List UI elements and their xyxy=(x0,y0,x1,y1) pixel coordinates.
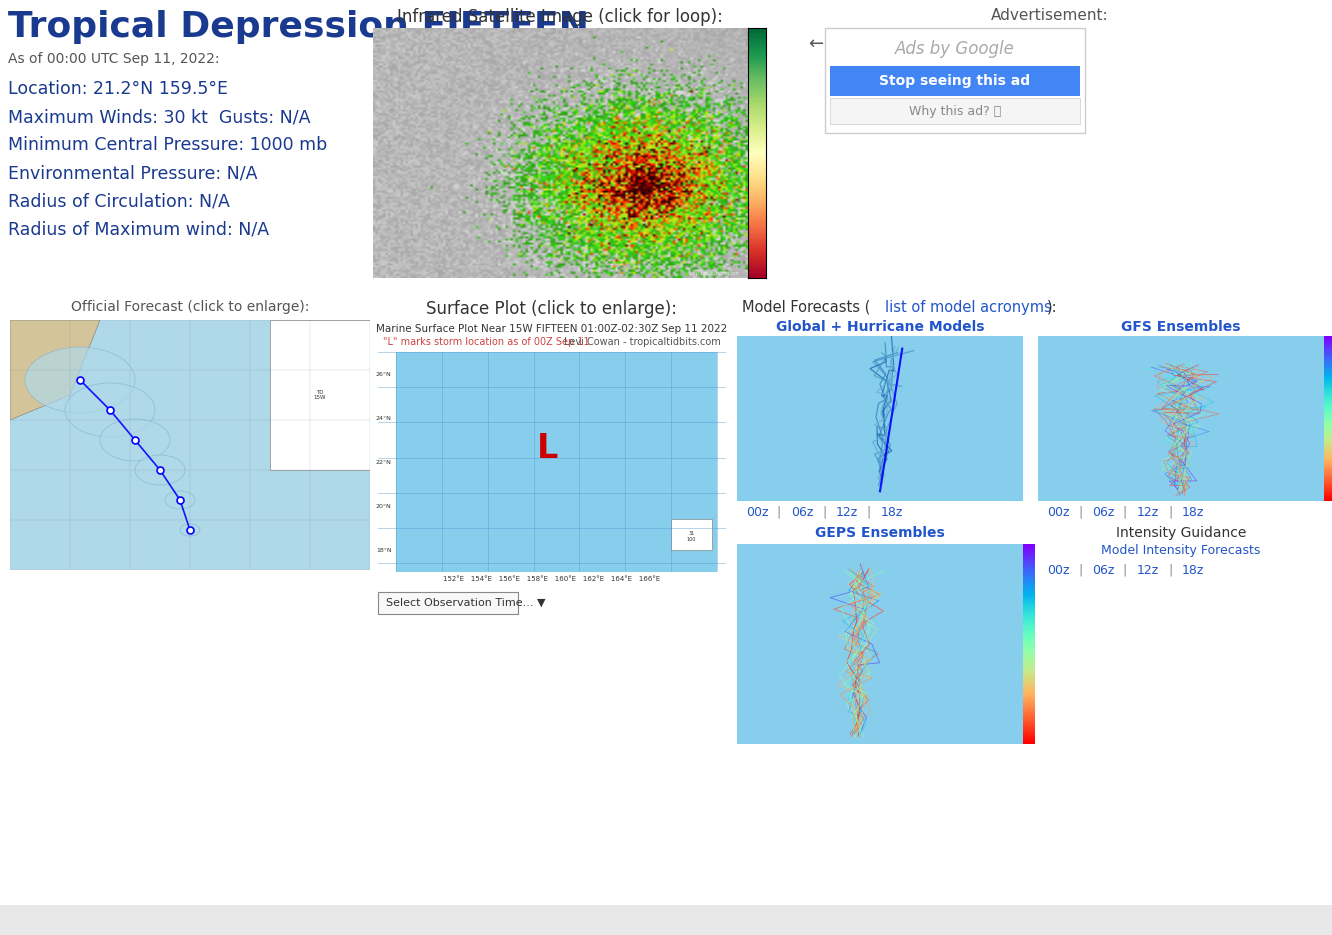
Text: Environmental Pressure: N/A: Environmental Pressure: N/A xyxy=(8,164,257,182)
Text: Location: 21.2°N 159.5°E: Location: 21.2°N 159.5°E xyxy=(8,80,228,98)
Ellipse shape xyxy=(135,455,185,485)
Text: Surface Plot (click to enlarge):: Surface Plot (click to enlarge): xyxy=(426,300,678,318)
Text: |: | xyxy=(1168,564,1172,577)
Bar xyxy=(378,592,518,614)
Bar xyxy=(825,28,1086,133)
Text: Official Forecast (click to enlarge):: Official Forecast (click to enlarge): xyxy=(71,300,309,314)
Text: GFS Ensembles: GFS Ensembles xyxy=(1122,320,1240,334)
Text: ←: ← xyxy=(809,35,823,53)
Text: Infrared Satellite Image (click for loop):: Infrared Satellite Image (click for loop… xyxy=(397,8,723,26)
Text: Stop seeing this ad: Stop seeing this ad xyxy=(879,74,1031,88)
Text: Radius of Circulation: N/A: Radius of Circulation: N/A xyxy=(8,192,230,210)
Text: |: | xyxy=(1123,506,1127,519)
Text: Ads by Google: Ads by Google xyxy=(895,40,1015,58)
Text: Model Intensity Forecasts: Model Intensity Forecasts xyxy=(1102,544,1260,557)
Bar xyxy=(671,519,713,550)
Text: Why this ad? ⓘ: Why this ad? ⓘ xyxy=(908,105,1002,118)
Text: 18z: 18z xyxy=(1181,564,1204,577)
Text: |: | xyxy=(822,506,826,519)
Polygon shape xyxy=(11,320,100,420)
Text: 20°N: 20°N xyxy=(376,504,392,509)
Text: 24°N: 24°N xyxy=(376,415,392,421)
Text: 00z: 00z xyxy=(746,506,769,519)
Text: Marine Surface Plot Near 15W FIFTEEN 01:00Z-02:30Z Sep 11 2022: Marine Surface Plot Near 15W FIFTEEN 01:… xyxy=(377,324,727,334)
Text: tropicaltidbits.com: tropicaltidbits.com xyxy=(689,270,741,276)
Text: 06z: 06z xyxy=(1092,564,1114,577)
Text: 12z: 12z xyxy=(1138,564,1159,577)
Bar xyxy=(830,98,1080,124)
Bar xyxy=(830,66,1080,96)
Ellipse shape xyxy=(65,383,155,437)
Text: |: | xyxy=(1168,506,1172,519)
Text: Minimum Central Pressure: 1000 mb: Minimum Central Pressure: 1000 mb xyxy=(8,136,328,154)
Text: |: | xyxy=(1078,506,1082,519)
Bar xyxy=(270,320,370,470)
Ellipse shape xyxy=(25,347,135,413)
Text: Advertisement:: Advertisement: xyxy=(991,8,1108,23)
Text: Intensity Guidance: Intensity Guidance xyxy=(1116,526,1247,540)
Text: |: | xyxy=(867,506,871,519)
Text: 06z: 06z xyxy=(791,506,814,519)
Text: |: | xyxy=(1123,564,1127,577)
Text: As of 00:00 UTC Sep 11, 2022:: As of 00:00 UTC Sep 11, 2022: xyxy=(8,52,220,66)
Text: |: | xyxy=(777,506,781,519)
Text: Select Observation Time... ▼: Select Observation Time... ▼ xyxy=(386,598,546,608)
Text: |: | xyxy=(1078,564,1082,577)
Text: list of model acronyms: list of model acronyms xyxy=(884,300,1052,315)
Text: Model Forecasts (: Model Forecasts ( xyxy=(742,300,870,315)
Bar xyxy=(0,905,1332,935)
Text: Maximum Winds: 30 kt  Gusts: N/A: Maximum Winds: 30 kt Gusts: N/A xyxy=(8,108,310,126)
Text: 18°N: 18°N xyxy=(376,548,392,553)
Text: GEPS Ensembles: GEPS Ensembles xyxy=(815,526,944,540)
Text: TD
15W: TD 15W xyxy=(314,390,326,400)
Text: 152°E   154°E   156°E   158°E   160°E   162°E   164°E   166°E: 152°E 154°E 156°E 158°E 160°E 162°E 164°… xyxy=(444,576,661,582)
Text: 18z: 18z xyxy=(880,506,903,519)
Text: Tropical Depression FIFTEEN: Tropical Depression FIFTEEN xyxy=(8,10,589,44)
Text: 06z: 06z xyxy=(1092,506,1114,519)
Text: 18z: 18z xyxy=(1181,506,1204,519)
Text: Levi Cowan - tropicaltidbits.com: Levi Cowan - tropicaltidbits.com xyxy=(565,337,721,347)
Text: "L" marks storm location as of 00Z Sep 11: "L" marks storm location as of 00Z Sep 1… xyxy=(384,337,590,347)
Text: 00z: 00z xyxy=(1047,564,1070,577)
Ellipse shape xyxy=(165,491,194,509)
Text: Radius of Maximum wind: N/A: Radius of Maximum wind: N/A xyxy=(8,220,269,238)
Text: 31
100: 31 100 xyxy=(687,531,697,542)
Text: 12z: 12z xyxy=(1138,506,1159,519)
Ellipse shape xyxy=(180,524,200,536)
Text: 26°N: 26°N xyxy=(376,371,392,377)
Ellipse shape xyxy=(100,419,170,461)
Text: 00z: 00z xyxy=(1047,506,1070,519)
Text: L: L xyxy=(537,432,558,466)
Text: ):: ): xyxy=(1047,300,1058,315)
Text: 22°N: 22°N xyxy=(376,459,392,465)
Text: Himawari-8 Channel 13 (IR) Brightness Temperature (°C) at 02:50Z Sep 11, 2022: Himawari-8 Channel 13 (IR) Brightness Te… xyxy=(390,31,731,40)
Text: Global + Hurricane Models: Global + Hurricane Models xyxy=(775,320,984,334)
Text: 12z: 12z xyxy=(836,506,858,519)
